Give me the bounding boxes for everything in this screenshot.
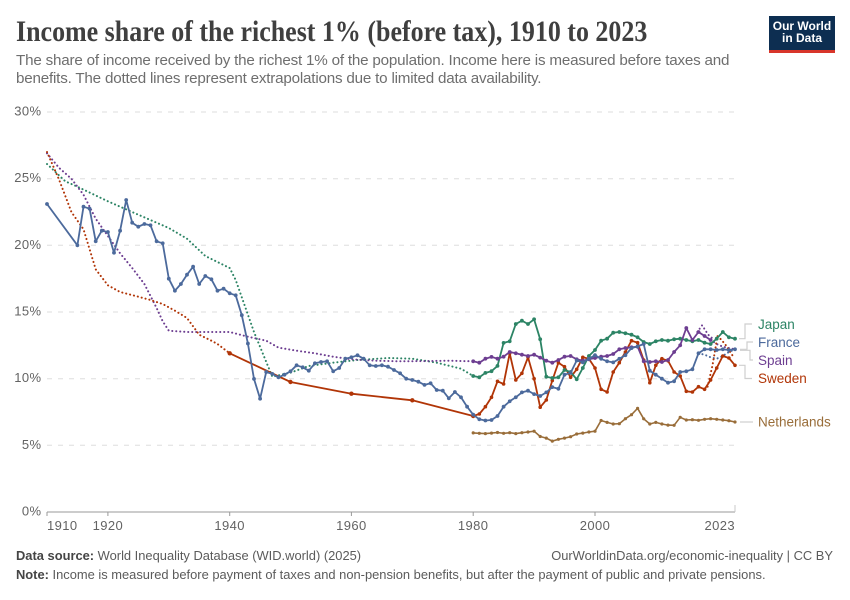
svg-text:2000: 2000: [580, 518, 611, 533]
svg-text:Sweden: Sweden: [758, 371, 807, 386]
svg-text:30%: 30%: [14, 104, 41, 119]
svg-text:Spain: Spain: [758, 353, 793, 368]
svg-text:1910: 1910: [47, 518, 78, 533]
svg-text:25%: 25%: [14, 170, 41, 185]
svg-text:15%: 15%: [14, 304, 41, 319]
svg-text:1980: 1980: [458, 518, 489, 533]
svg-text:10%: 10%: [14, 370, 41, 385]
svg-text:1940: 1940: [214, 518, 245, 533]
svg-text:0%: 0%: [22, 504, 42, 519]
svg-text:Netherlands: Netherlands: [758, 415, 831, 430]
svg-text:2023: 2023: [704, 518, 735, 533]
svg-text:1920: 1920: [93, 518, 124, 533]
svg-text:France: France: [758, 335, 800, 350]
svg-text:5%: 5%: [22, 437, 42, 452]
svg-text:Japan: Japan: [758, 317, 795, 332]
svg-text:1960: 1960: [336, 518, 367, 533]
svg-text:20%: 20%: [14, 237, 41, 252]
